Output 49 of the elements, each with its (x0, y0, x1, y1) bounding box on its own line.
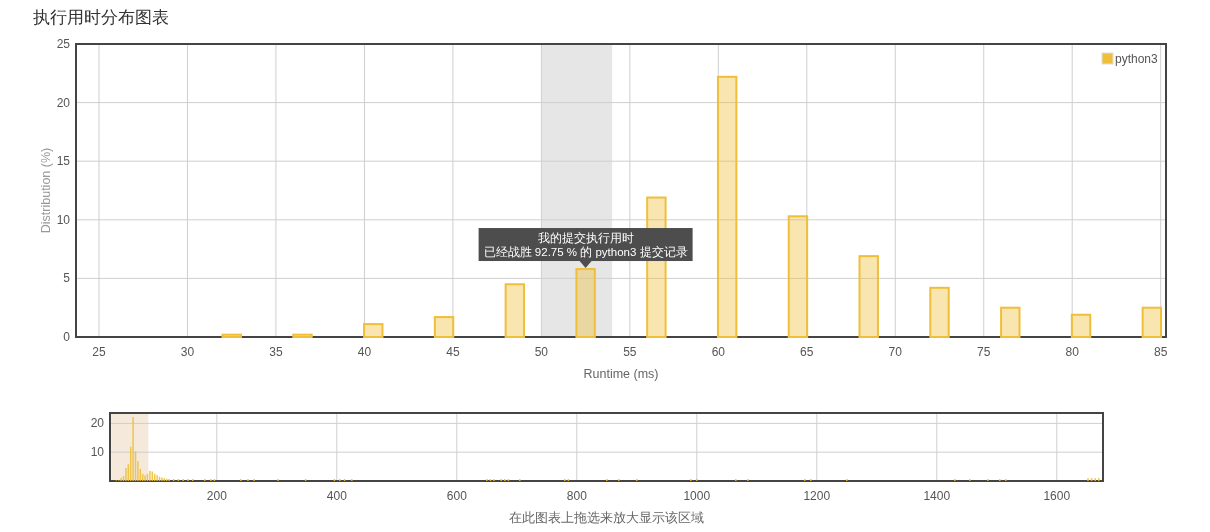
bar (363, 323, 384, 338)
bar (716, 75, 738, 338)
y-tick-label: 20 (90, 416, 105, 431)
x-tick-label: 400 (326, 489, 348, 503)
bar (504, 283, 526, 338)
x-tick-label: 30 (180, 345, 195, 359)
x-tick-label: 85 (1154, 345, 1168, 359)
chart-title: 执行用时分布图表 (33, 8, 169, 27)
y-tick-label: 10 (56, 212, 71, 227)
x-tick-label: 65 (800, 345, 814, 359)
x-tick-label: 600 (446, 489, 468, 503)
x-tick-label: 50 (534, 345, 549, 359)
x-tick-label: 80 (1065, 345, 1080, 359)
x-tick-label: 75 (977, 345, 991, 359)
bar (787, 215, 809, 338)
y-tick-label: 20 (56, 95, 71, 110)
y-tick-label: 0 (63, 330, 71, 344)
y-tick-label: 25 (56, 37, 71, 51)
x-tick-label: 60 (711, 345, 726, 359)
y-tick-label: 5 (63, 271, 71, 286)
bar (433, 316, 455, 338)
bar (929, 286, 950, 338)
legend: python3 (1101, 52, 1158, 66)
x-tick-label: 200 (206, 489, 228, 503)
x-tick-label: 35 (269, 345, 283, 359)
annotation: 我的提交执行用时 (537, 231, 634, 245)
x-tick-label: 1200 (803, 489, 831, 503)
x-tick-label: 800 (566, 489, 588, 503)
bar (221, 333, 242, 338)
x-tick-label: 1000 (683, 489, 711, 503)
bar (1141, 306, 1163, 338)
bar (292, 333, 313, 338)
bar (858, 255, 879, 338)
y-tick-label: 15 (56, 154, 71, 169)
x-tick-label: 45 (446, 345, 460, 359)
x-axis-title: Runtime (ms) (583, 367, 659, 381)
x-axis-title: 在此图表上拖选来放大显示该区域 (509, 510, 704, 525)
x-tick-label: 70 (888, 345, 903, 359)
y-tick-label: 10 (90, 445, 105, 460)
x-tick-label: 1600 (1043, 489, 1071, 503)
x-tick-label: 55 (623, 345, 637, 359)
y-axis-title: Distribution (%) (39, 147, 53, 234)
legend-label: python3 (1115, 52, 1159, 66)
bar (1070, 313, 1092, 338)
tooltip: 我的提交执行用时 已经战胜 92.75 % 的 python3 提交记录 (478, 228, 693, 268)
annotation: 已经战胜 92.75 % 的 python3 提交记录 (483, 245, 688, 259)
x-tick-label: 40 (357, 345, 372, 359)
bar (1000, 306, 1021, 338)
x-tick-label: 1400 (923, 489, 951, 503)
